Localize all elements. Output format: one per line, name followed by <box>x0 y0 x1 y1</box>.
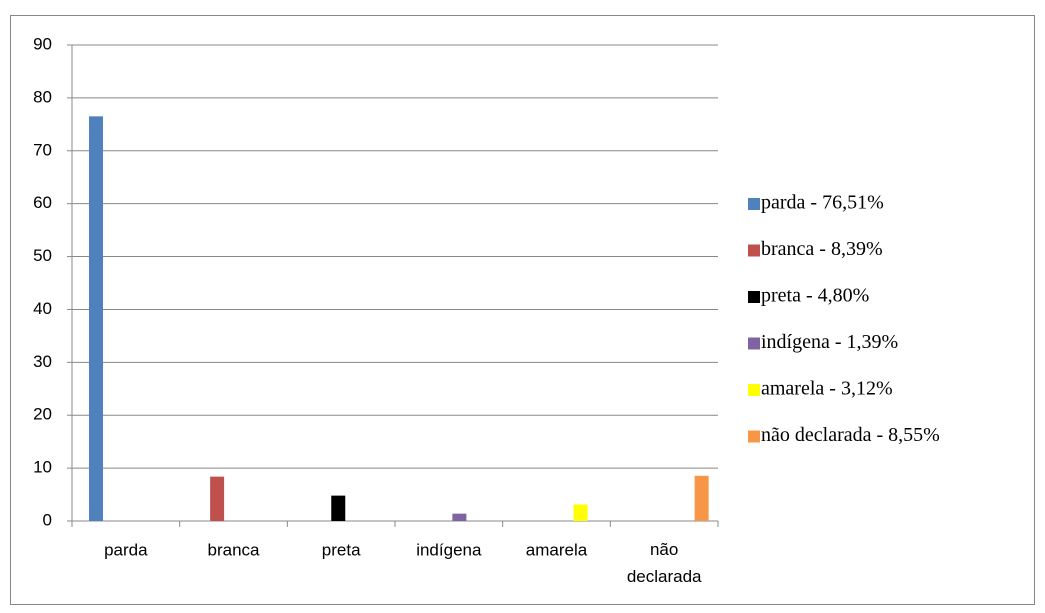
y-tick-label: 0 <box>43 510 52 529</box>
x-tick-label: não declarada <box>627 540 702 586</box>
chart-border <box>10 15 1035 605</box>
legend-swatch <box>748 384 760 396</box>
x-tick-label: preta <box>322 540 361 559</box>
x-tick-label: amarela <box>526 540 588 559</box>
y-tick-label: 60 <box>33 193 52 212</box>
y-tick-label: 70 <box>33 140 52 159</box>
legend-swatch <box>748 198 760 210</box>
legend-label: amarela - 3,12% <box>761 378 893 400</box>
x-tick-label-line: não <box>650 540 678 559</box>
legend-swatch <box>748 291 760 303</box>
y-tick-label: 80 <box>33 87 52 106</box>
bar <box>694 475 709 521</box>
legend-label: branca - 8,39% <box>761 238 883 260</box>
bar <box>331 495 346 521</box>
legend-label: parda - 76,51% <box>761 192 884 214</box>
y-tick-label: 30 <box>33 352 52 371</box>
y-tick-label: 10 <box>33 458 52 477</box>
y-tick-label: 40 <box>33 299 52 318</box>
x-tick-label: branca <box>208 540 261 559</box>
bar <box>210 476 225 521</box>
legend-swatch <box>748 337 760 350</box>
x-tick-label: parda <box>104 540 148 559</box>
bar <box>452 513 467 521</box>
legend-label: não declarada - 8,55% <box>761 424 940 446</box>
x-tick-label: indígena <box>416 540 482 559</box>
x-tick-label-line: declarada <box>627 567 702 586</box>
y-tick-label: 20 <box>33 405 52 424</box>
legend-label: indígena - 1,39% <box>761 331 898 353</box>
legend-label: preta - 4,80% <box>761 285 869 307</box>
legend-swatch <box>748 244 760 257</box>
bar <box>573 504 588 521</box>
legend-swatch <box>748 430 760 443</box>
y-tick-label: 90 <box>33 34 52 53</box>
y-tick-label: 50 <box>33 246 52 265</box>
bar <box>89 116 104 522</box>
